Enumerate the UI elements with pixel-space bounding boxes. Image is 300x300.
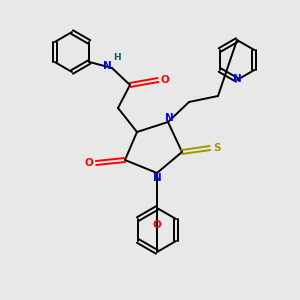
Text: N: N [153,173,161,183]
Text: O: O [153,220,161,230]
Text: N: N [232,74,242,84]
Text: O: O [160,75,169,85]
Text: N: N [165,113,173,123]
Text: S: S [213,143,221,153]
Text: H: H [113,52,121,62]
Text: N: N [103,61,111,71]
Text: O: O [85,158,93,168]
